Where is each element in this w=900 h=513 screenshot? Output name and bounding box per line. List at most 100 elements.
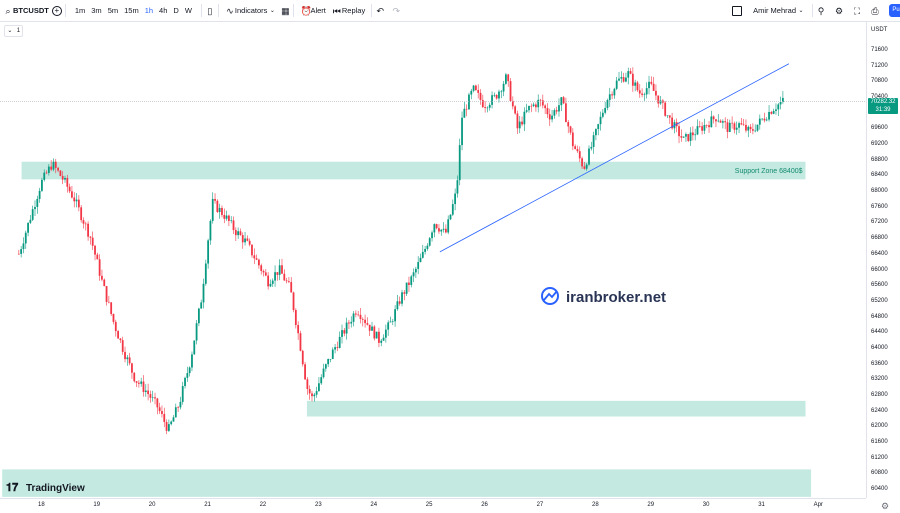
candle-body bbox=[754, 130, 757, 132]
support-zone-rect[interactable] bbox=[306, 400, 806, 417]
candle-body bbox=[751, 129, 754, 131]
timeframe-w[interactable]: W bbox=[184, 6, 192, 15]
candles-chart-type-icon[interactable]: ▯ bbox=[207, 5, 213, 16]
price-tick-label: 61200 bbox=[871, 454, 888, 461]
timeframe-5m[interactable]: 5m bbox=[107, 6, 119, 15]
candle-body bbox=[756, 124, 759, 131]
candle-body bbox=[331, 349, 334, 359]
candle-body bbox=[394, 309, 396, 322]
candle-body bbox=[627, 71, 630, 78]
candle-body bbox=[239, 231, 242, 236]
candle-body bbox=[518, 121, 521, 129]
candle-body bbox=[209, 220, 212, 241]
candle-body bbox=[410, 276, 413, 285]
candle-body bbox=[486, 107, 489, 109]
candle-body bbox=[364, 319, 366, 324]
divider bbox=[200, 4, 202, 17]
candle-body bbox=[278, 265, 281, 275]
support-zone-rect[interactable] bbox=[2, 469, 812, 497]
candle-body bbox=[712, 116, 715, 120]
candle-body bbox=[361, 319, 364, 320]
candle-body bbox=[294, 310, 297, 325]
candle-body bbox=[181, 386, 184, 402]
candle-body bbox=[82, 220, 85, 224]
candle-body bbox=[772, 110, 775, 114]
candle-body bbox=[444, 228, 447, 233]
price-tick-label: 68400 bbox=[871, 172, 888, 179]
candle-body bbox=[165, 421, 168, 431]
divider bbox=[371, 4, 373, 17]
candle-body bbox=[107, 301, 110, 303]
candle-body bbox=[174, 407, 177, 418]
timeframe-15m[interactable]: 15m bbox=[124, 6, 139, 15]
candle-body bbox=[50, 166, 53, 170]
symbol-search[interactable]: ⌕ BTCUSDT bbox=[0, 0, 52, 21]
candle-body bbox=[318, 383, 320, 392]
candle-body bbox=[299, 333, 302, 351]
time-tick-label: 24 bbox=[370, 502, 378, 508]
candle-body bbox=[103, 279, 106, 287]
timeframe-4h[interactable]: 4h bbox=[159, 6, 168, 15]
redo-icon[interactable]: ↷ bbox=[392, 5, 400, 16]
candle-body bbox=[648, 81, 650, 89]
candle-body bbox=[73, 197, 76, 202]
settings-gear-icon[interactable]: ⚙ bbox=[834, 5, 844, 16]
price-tick-label: 63600 bbox=[871, 360, 888, 367]
timeframe-d[interactable]: D bbox=[173, 6, 179, 15]
support-zone-rect[interactable] bbox=[21, 161, 806, 180]
time-axis[interactable]: 18 19 20 21 22 23 24 25 26 27 28 29 30 31 Apr ⚙ bbox=[0, 498, 889, 513]
trendline[interactable] bbox=[439, 63, 790, 253]
quick-search-icon[interactable]: ⚲ bbox=[817, 5, 825, 16]
candle-body bbox=[691, 132, 694, 136]
candle-body bbox=[740, 123, 743, 125]
candle-body bbox=[696, 126, 699, 135]
price-tick-label: 66000 bbox=[871, 266, 888, 273]
timeframe-1m[interactable]: 1m bbox=[74, 6, 86, 15]
undo-icon[interactable]: ↶ bbox=[376, 5, 384, 16]
candle-body bbox=[484, 107, 487, 108]
price-tick-label: 66400 bbox=[871, 250, 888, 257]
candle-body bbox=[414, 268, 417, 273]
candle-body bbox=[75, 199, 78, 202]
price-axis[interactable]: USDT 71600712007080070400700006960069200… bbox=[866, 22, 900, 498]
candle-body bbox=[405, 282, 408, 294]
candle-body bbox=[502, 83, 505, 92]
layout-name-button[interactable]: Amir Mehrad ⌄ bbox=[750, 0, 809, 21]
compare-add-icon[interactable]: + bbox=[51, 5, 62, 16]
candle-body bbox=[493, 95, 496, 96]
candle-body bbox=[525, 110, 528, 112]
candle-body bbox=[267, 275, 270, 287]
layouts-grid-icon[interactable]: ▦ bbox=[281, 5, 290, 16]
time-tick-label: 20 bbox=[148, 502, 156, 508]
settings-gear-icon[interactable]: ⚙ bbox=[880, 501, 890, 511]
candle-body bbox=[292, 292, 295, 311]
candle-body bbox=[80, 207, 83, 221]
candle-body bbox=[470, 90, 473, 95]
candle-body bbox=[558, 105, 560, 112]
candle-body bbox=[569, 126, 572, 133]
fullscreen-icon[interactable]: ⛶ bbox=[853, 5, 861, 16]
candle-body bbox=[147, 390, 150, 395]
indicators-button[interactable]: ∿ Indicators ⌄ bbox=[222, 0, 281, 21]
alarm-clock-icon: ⏰ bbox=[300, 5, 312, 16]
candle-body bbox=[156, 398, 159, 408]
time-tick-label: 18 bbox=[38, 502, 45, 508]
candle-body bbox=[59, 170, 62, 176]
candle-body bbox=[167, 424, 170, 431]
candle-body bbox=[290, 282, 293, 293]
replay-button[interactable]: ⏮ Replay bbox=[329, 0, 368, 21]
alert-button[interactable]: ⏰ Alert bbox=[297, 0, 328, 21]
price-tick-label: 69600 bbox=[871, 125, 888, 132]
timeframe-3m[interactable]: 3m bbox=[91, 6, 102, 15]
price-chart[interactable]: Support Zone 68400$ iranbroker.net 𝟏𝟕 Tr… bbox=[0, 22, 866, 498]
timeframe-1h[interactable]: 1h bbox=[144, 6, 154, 15]
price-tick-label: 62800 bbox=[871, 391, 888, 398]
candle-body bbox=[565, 103, 567, 123]
candle-body bbox=[560, 97, 563, 106]
publish-button[interactable]: Pu bbox=[889, 4, 900, 17]
legend-toggle[interactable]: ⌄ 1 bbox=[4, 25, 23, 37]
checkbox-icon[interactable] bbox=[732, 5, 743, 16]
candle-body bbox=[698, 126, 701, 127]
camera-icon[interactable]: ⎙ bbox=[871, 5, 879, 16]
candle-body bbox=[359, 314, 362, 320]
